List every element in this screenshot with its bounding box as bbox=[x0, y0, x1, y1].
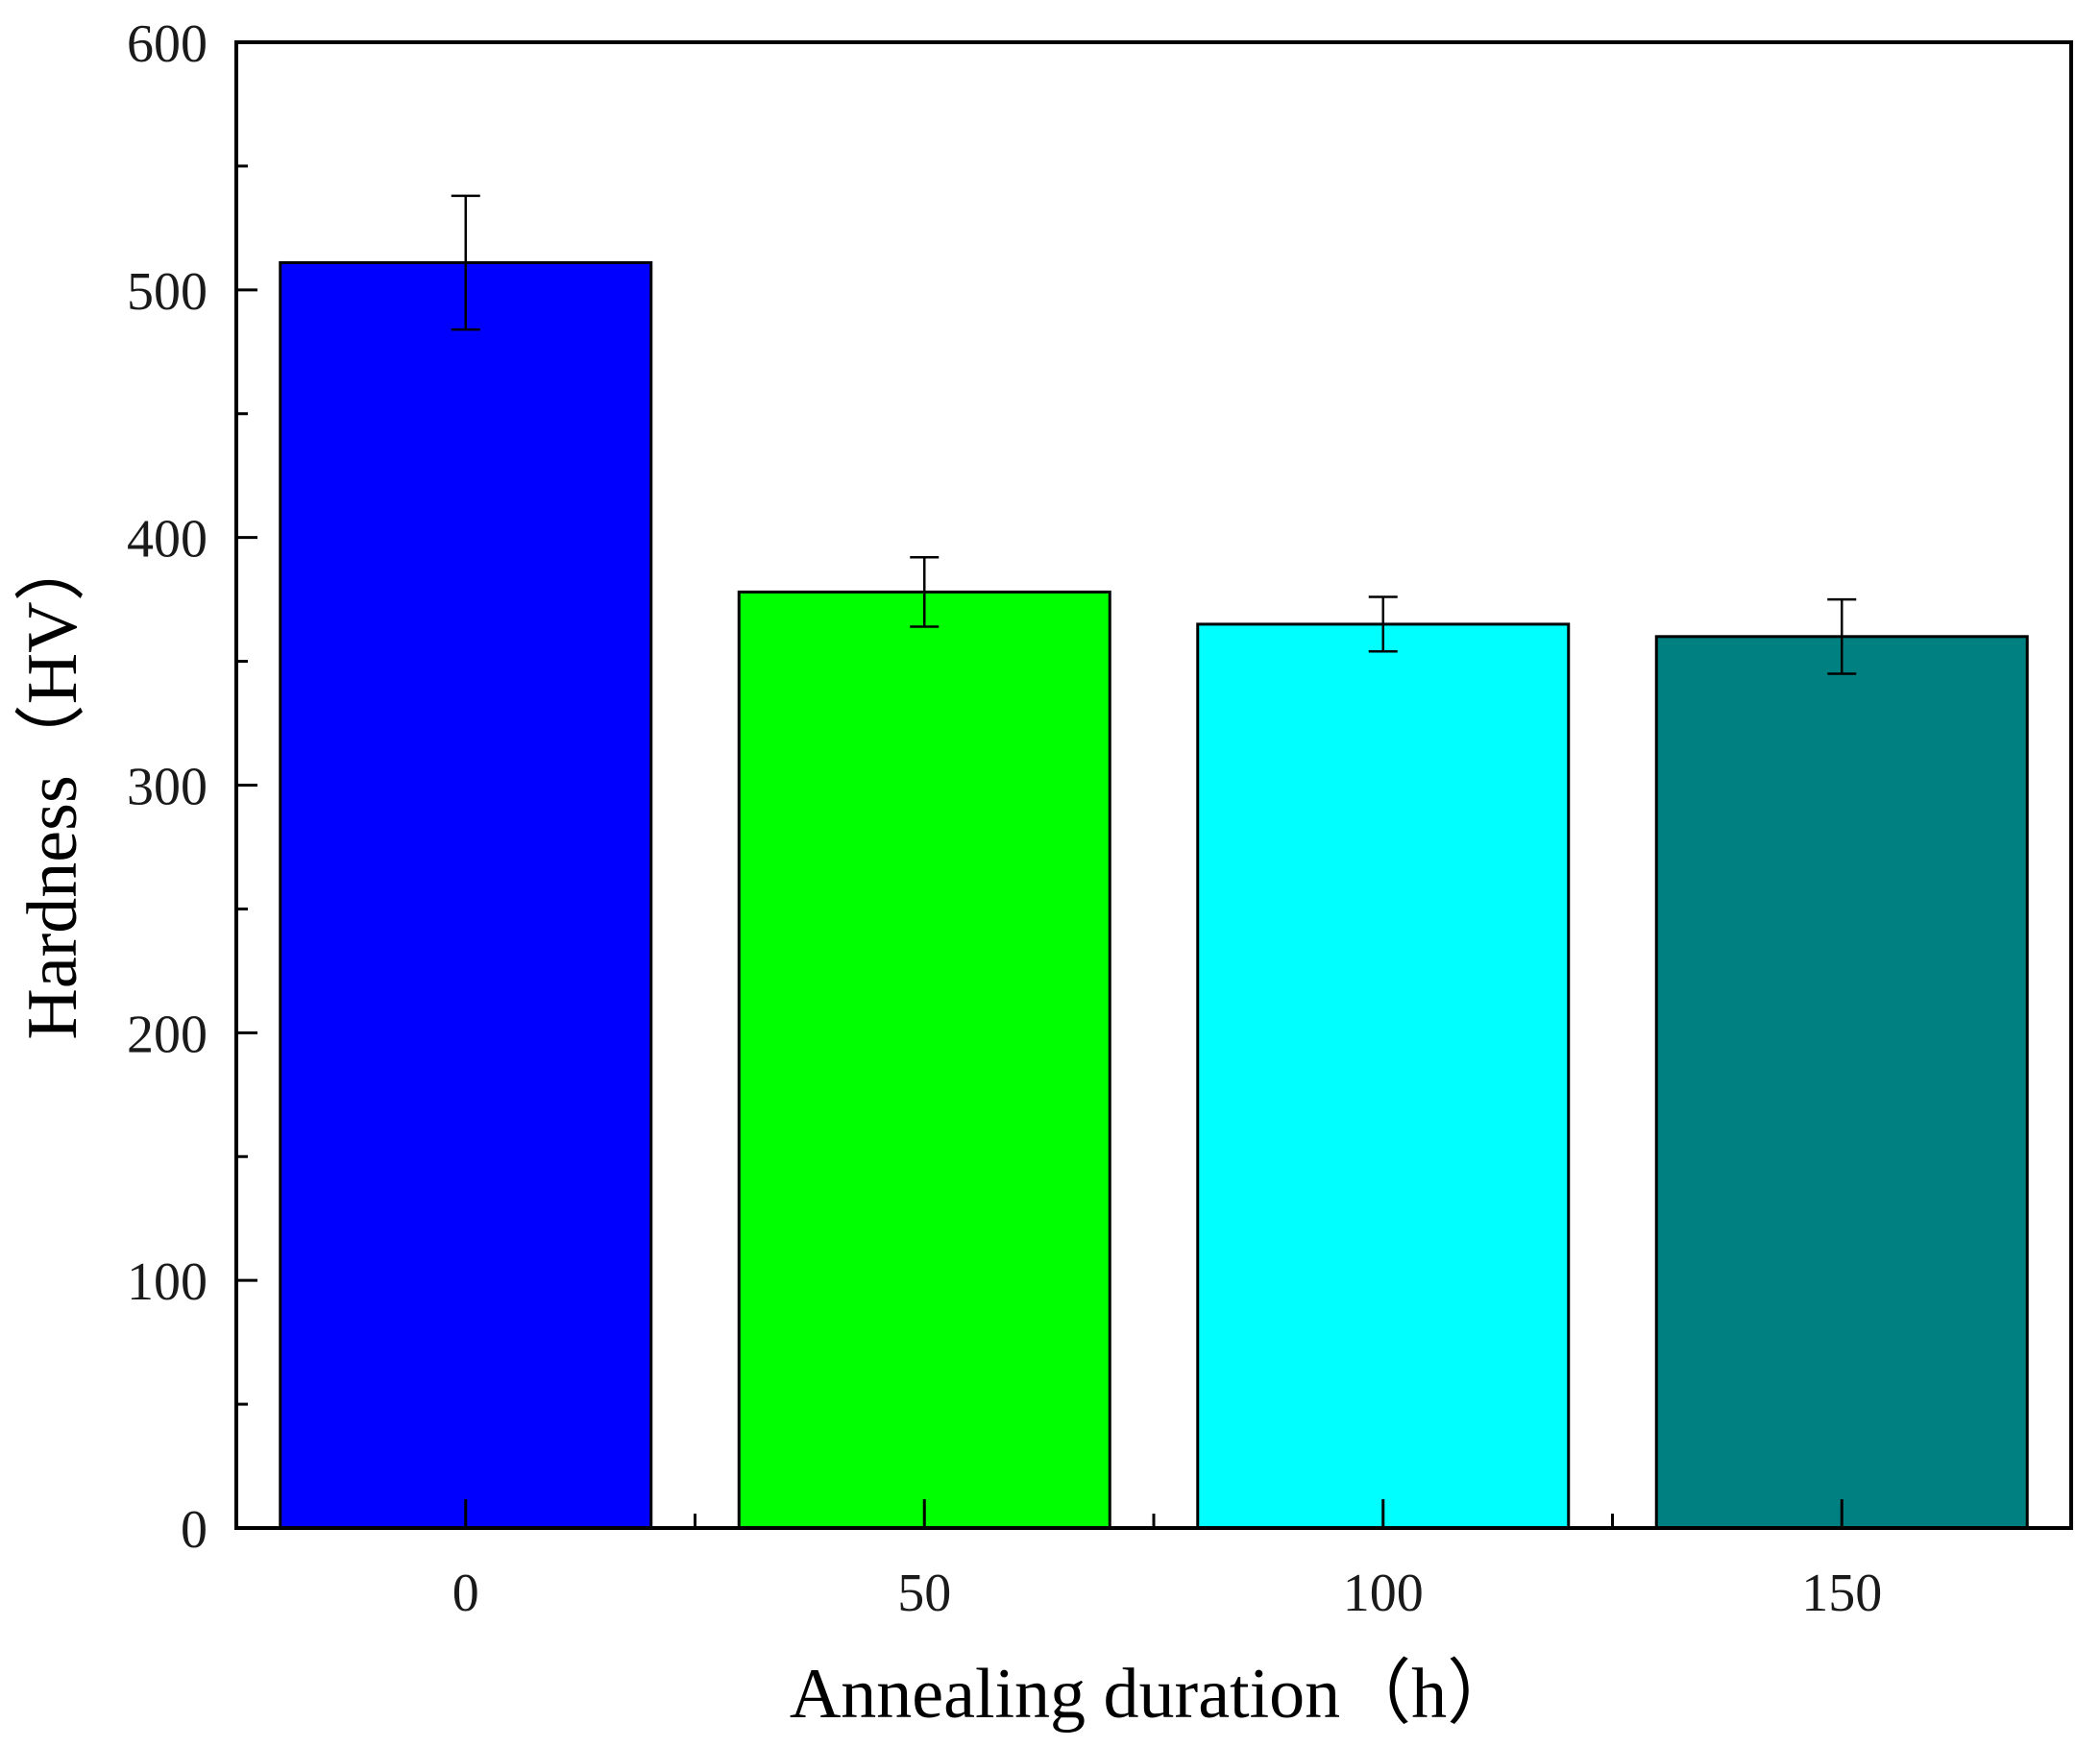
x-axis-title: Annealing duration（h） bbox=[790, 1655, 1518, 1734]
y-axis-title: Hardness（HV） bbox=[13, 530, 92, 1039]
x-axis-ticks: 0 50 100 150 bbox=[452, 1499, 1882, 1623]
bars-layer bbox=[279, 260, 2029, 1530]
bar-150 bbox=[1654, 635, 2029, 1530]
y-tick-label-600: 600 bbox=[127, 14, 208, 74]
y-tick-label-400: 400 bbox=[127, 510, 208, 570]
x-tick-label-100: 100 bbox=[1343, 1564, 1424, 1623]
y-tick-label-0: 0 bbox=[181, 1500, 208, 1560]
y-tick-label-200: 200 bbox=[127, 1005, 208, 1064]
y-axis-ticks: 0 100 200 300 400 500 600 bbox=[127, 14, 257, 1560]
x-tick-label-0: 0 bbox=[452, 1564, 479, 1623]
bar-0 bbox=[279, 260, 653, 1530]
y-tick-label-500: 500 bbox=[127, 262, 208, 322]
bar-100 bbox=[1196, 622, 1571, 1530]
bar-50 bbox=[737, 590, 1111, 1530]
error-bars-layer bbox=[451, 194, 1857, 675]
x-tick-label-150: 150 bbox=[1801, 1564, 1882, 1623]
y-tick-label-100: 100 bbox=[127, 1252, 208, 1312]
x-tick-label-50: 50 bbox=[897, 1564, 951, 1623]
y-tick-label-300: 300 bbox=[127, 758, 208, 817]
